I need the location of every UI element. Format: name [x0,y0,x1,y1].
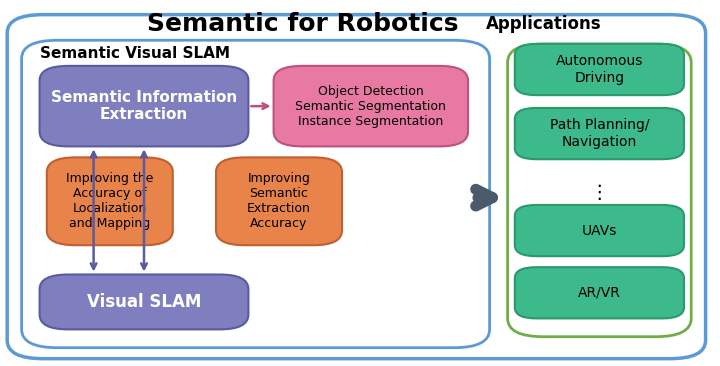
Text: Autonomous
Driving: Autonomous Driving [556,55,643,85]
Text: Improving
Semantic
Extraction
Accuracy: Improving Semantic Extraction Accuracy [247,172,311,230]
FancyBboxPatch shape [7,15,706,359]
FancyBboxPatch shape [47,157,173,245]
Text: Path Planning/
Navigation: Path Planning/ Navigation [549,119,649,149]
Text: Semantic for Robotics: Semantic for Robotics [147,12,458,36]
FancyBboxPatch shape [40,274,248,329]
Text: Semantic Visual SLAM: Semantic Visual SLAM [40,46,230,60]
FancyBboxPatch shape [40,66,248,146]
Text: Semantic Information
Extraction: Semantic Information Extraction [51,90,237,122]
FancyBboxPatch shape [515,44,684,95]
Text: Applications: Applications [486,15,601,33]
FancyBboxPatch shape [515,108,684,159]
Text: Improving the
Accuracy of
Localization
and Mapping: Improving the Accuracy of Localization a… [66,172,153,230]
FancyBboxPatch shape [216,157,342,245]
FancyBboxPatch shape [515,267,684,318]
FancyBboxPatch shape [515,205,684,256]
Text: ⋮: ⋮ [589,183,609,202]
Text: Visual SLAM: Visual SLAM [87,293,201,311]
FancyBboxPatch shape [508,44,691,337]
Text: Object Detection
Semantic Segmentation
Instance Segmentation: Object Detection Semantic Segmentation I… [295,85,446,128]
FancyBboxPatch shape [274,66,468,146]
Text: UAVs: UAVs [582,224,617,238]
Text: AR/VR: AR/VR [578,286,621,300]
FancyBboxPatch shape [22,40,490,348]
